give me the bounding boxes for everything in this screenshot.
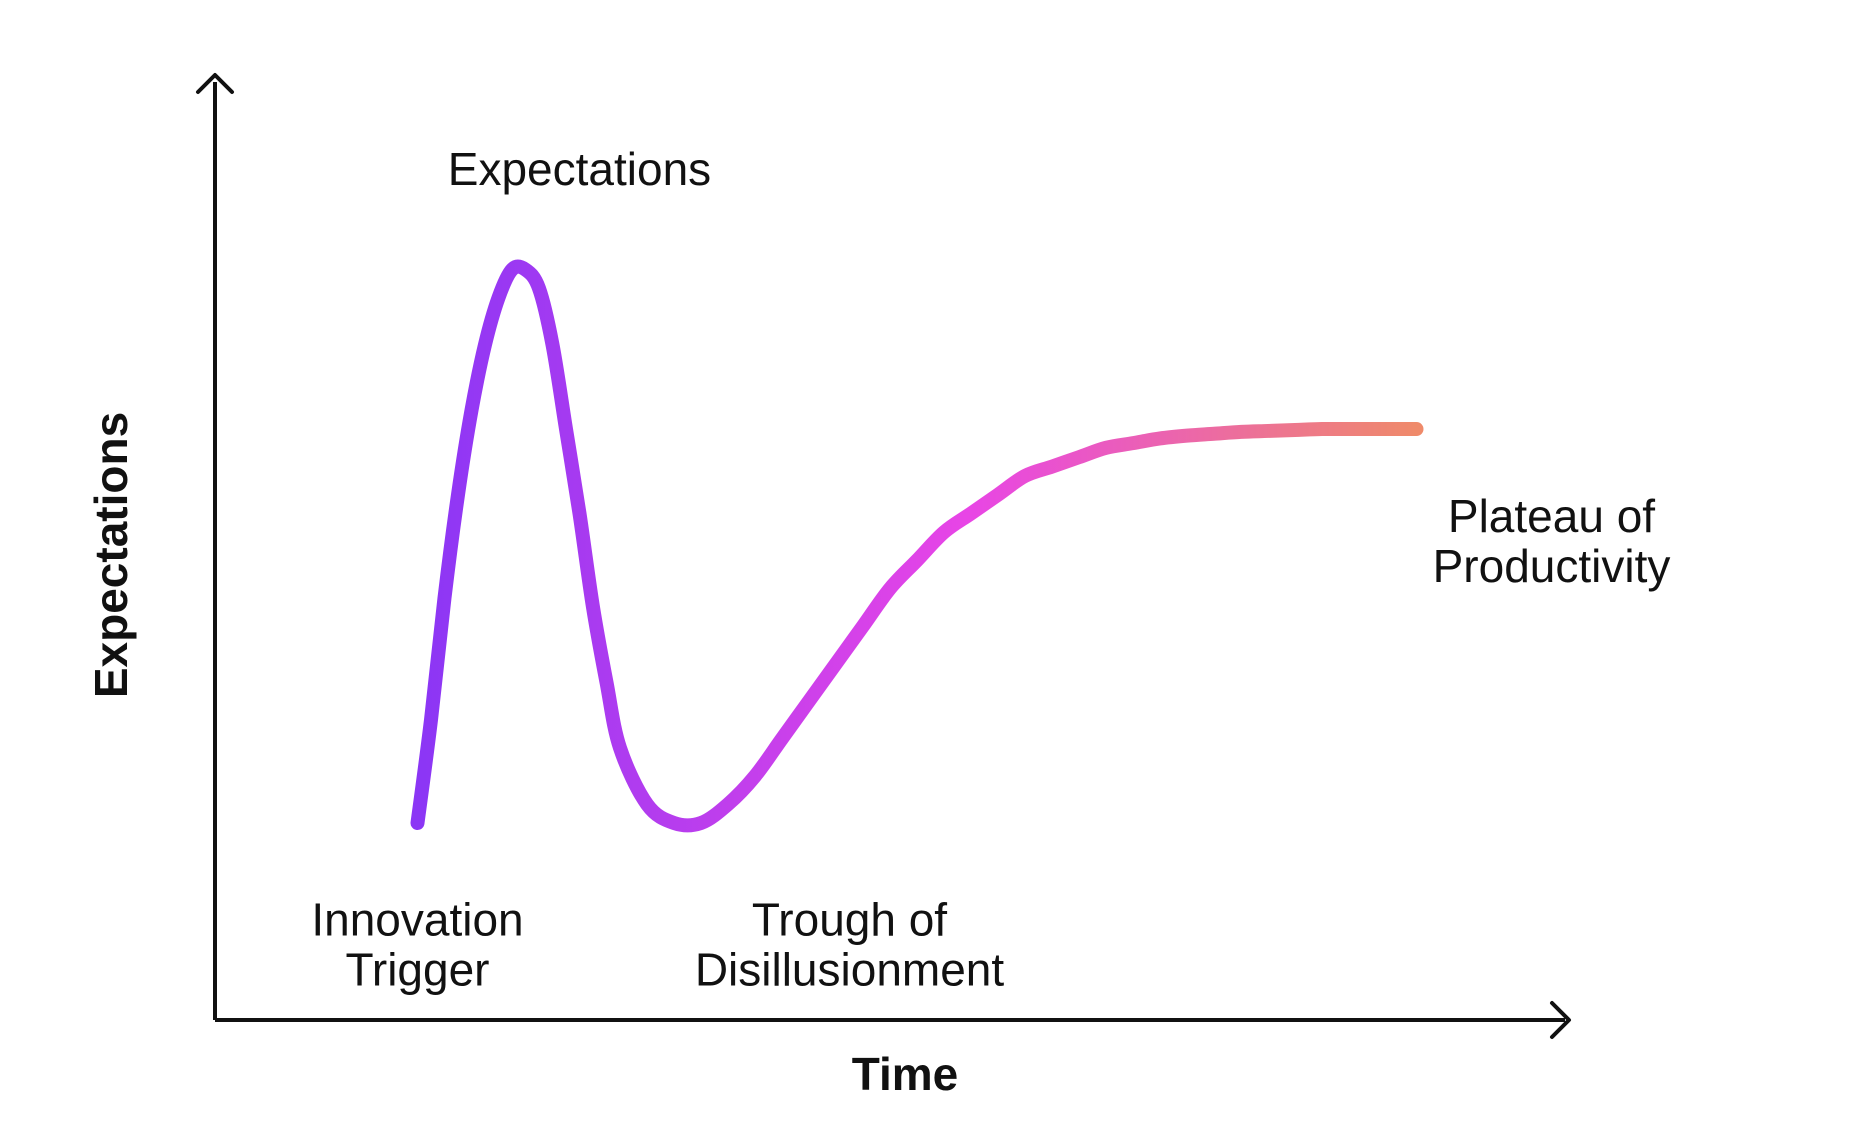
label-innovation-trigger-line-2: Trigger <box>346 944 490 996</box>
label-peak-line-1: Expectations <box>448 143 711 195</box>
x-axis-title: Time <box>852 1048 959 1100</box>
hype-curve-line <box>410 259 1424 833</box>
label-trough: Trough of Disillusionment <box>695 894 1005 996</box>
label-trough-line-1: Trough of <box>752 894 947 946</box>
label-plateau-line-2: Productivity <box>1433 540 1671 592</box>
x-axis-arrowhead <box>1550 1001 1571 1039</box>
y-axis-arrowhead <box>196 73 234 94</box>
label-innovation-trigger-line-1: Innovation <box>311 894 523 946</box>
y-axis-title: Expectations <box>85 412 137 698</box>
label-peak: Expectations <box>448 143 711 195</box>
label-trough-line-2: Disillusionment <box>695 944 1005 996</box>
label-plateau-line-1: Plateau of <box>1448 490 1655 542</box>
label-innovation-trigger: Innovation Trigger <box>311 894 523 996</box>
label-plateau: Plateau of Productivity <box>1433 490 1671 592</box>
phase-labels: Innovation Trigger Expectations Trough of Di… <box>311 143 1670 995</box>
axes <box>196 73 1571 1039</box>
